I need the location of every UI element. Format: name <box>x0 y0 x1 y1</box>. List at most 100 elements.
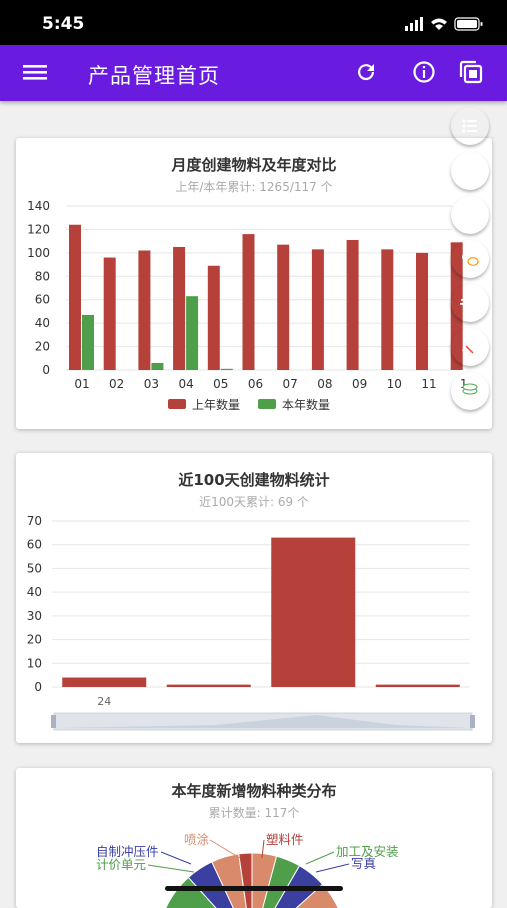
category-distribution-card: 本年度新增物料种类分布 累计数量: 117个 自制冲压件 计价单元 喷涂 塑料件 加工及… <box>16 768 492 908</box>
status-bar: 5:45 <box>0 0 507 45</box>
y-tick-label: 50 <box>27 561 42 575</box>
timer-icon <box>460 295 479 312</box>
bar-last-year-08 <box>311 249 324 370</box>
chat-bubbles-icon <box>462 252 479 266</box>
bar-recent-1 <box>166 684 251 687</box>
bar-last-year-07 <box>277 244 290 370</box>
x-tick-label: 10 <box>387 377 402 391</box>
bar-last-year-04 <box>173 247 186 370</box>
y-tick-label: 20 <box>35 340 50 354</box>
app-bar: 产品管理首页 <box>0 45 507 101</box>
y-tick-label: 80 <box>35 269 50 283</box>
pie-label: 写真 <box>351 856 376 871</box>
y-tick-label: 100 <box>27 246 50 260</box>
bar-last-year-01 <box>69 224 81 370</box>
collection-icon[interactable] <box>456 57 486 87</box>
fab-tree[interactable] <box>451 196 489 234</box>
card-title: 近100天创建物料统计 <box>178 471 330 489</box>
y-tick-label: 0 <box>34 680 42 694</box>
y-tick-label: 30 <box>27 609 42 623</box>
list-icon <box>462 119 477 133</box>
pie-label-line <box>147 864 195 873</box>
datazoom-handle-left <box>51 715 56 728</box>
hierarchy-icon <box>461 163 479 178</box>
legend-swatch <box>258 399 276 409</box>
refresh-icon[interactable] <box>351 57 381 87</box>
fab-list[interactable] <box>451 107 489 145</box>
x-tick-label: 09 <box>352 377 367 391</box>
bar-recent-2 <box>271 537 356 687</box>
y-tick-label: 0 <box>42 363 50 377</box>
x-tick-label: 07 <box>283 377 298 391</box>
signal-wifi-battery-icon <box>405 17 483 31</box>
pie-label-line <box>261 839 265 859</box>
x-tick-label: 04 <box>178 377 193 391</box>
card-subtitle: 近100天累计: 69 个 <box>199 495 309 509</box>
card-title: 月度创建物料及年度对比 <box>171 156 337 174</box>
bar-last-year-11 <box>416 252 428 370</box>
pie-label: 加工及安装 <box>336 844 399 859</box>
y-tick-label: 120 <box>27 222 50 236</box>
bar-last-year-02 <box>103 257 116 370</box>
home-indicator[interactable] <box>165 886 343 891</box>
card-subtitle: 累计数量: 117个 <box>208 806 300 820</box>
status-icons <box>405 16 485 32</box>
recent-bar-chart: 0 10 20 30 40 50 60 70 24 <box>27 514 475 731</box>
info-icon[interactable] <box>409 57 439 87</box>
bar-recent-0 <box>62 677 147 687</box>
x-tick-label: 05 <box>213 377 228 391</box>
fab-eraser[interactable] <box>451 328 489 366</box>
fab-chat[interactable] <box>451 240 489 278</box>
y-tick-label: 60 <box>27 538 42 552</box>
bar-last-year-06 <box>242 234 255 370</box>
y-tick-label: 40 <box>35 316 50 330</box>
pie-label: 自制冲压件 <box>96 844 159 859</box>
pie-label: 计价单元 <box>96 857 146 872</box>
datazoom-handle-right <box>470 715 475 728</box>
y-tick-label: 70 <box>27 514 42 528</box>
coins-icon <box>462 383 478 398</box>
fab-coins[interactable] <box>451 372 489 410</box>
x-tick-label: 1 <box>460 377 468 391</box>
bar-this-year-04 <box>186 296 199 370</box>
pie-label: 喷涂 <box>184 832 210 847</box>
y-tick-label: 10 <box>27 656 42 670</box>
bar-last-year-05 <box>207 265 220 370</box>
bar-this-year-05 <box>220 368 233 370</box>
bar-last-year-03 <box>138 250 151 370</box>
legend-label: 本年数量 <box>282 397 330 412</box>
bar-this-year-03 <box>151 362 164 370</box>
page-title: 产品管理首页 <box>88 64 220 88</box>
x-tick-label: 06 <box>248 377 263 391</box>
y-tick-label: 20 <box>27 633 42 647</box>
x-tick-label: 01 <box>74 377 89 391</box>
legend-swatch <box>168 399 186 409</box>
card-subtitle: 上年/本年累计: 1265/117 个 <box>175 180 333 194</box>
monthly-comparison-card: 月度创建物料及年度对比 上年/本年累计: 1265/117 个 0 20 40 60 8… <box>16 138 492 429</box>
y-tick-label: 140 <box>27 199 50 213</box>
x-tick-label: 02 <box>109 377 124 391</box>
x-tick-label: 03 <box>144 377 159 391</box>
fab-hierarchy[interactable] <box>451 152 489 190</box>
bar-last-year-09 <box>346 239 359 370</box>
bar-recent-3 <box>375 684 460 687</box>
tree-icon <box>463 208 477 222</box>
pie-label: 塑料件 <box>266 832 304 847</box>
legend-label: 上年数量 <box>192 397 240 412</box>
datazoom-shadow <box>56 715 470 728</box>
y-tick-label: 60 <box>35 293 50 307</box>
x-tick-label: 24 <box>97 695 111 708</box>
recent-100-days-card: 近100天创建物料统计 近100天累计: 69 个 0 10 20 30 40 50 60 7… <box>16 453 492 743</box>
pie-label-line <box>209 839 241 859</box>
pie-label-line <box>315 863 350 873</box>
fab-timer[interactable] <box>451 284 489 322</box>
pie-label-line <box>160 851 192 865</box>
x-tick-label: 08 <box>317 377 332 391</box>
bar-this-year-01 <box>82 314 94 370</box>
bar-last-year-12 <box>450 242 463 370</box>
menu-icon[interactable] <box>20 57 50 87</box>
x-tick-label: 11 <box>421 377 436 391</box>
pie-label-line <box>305 851 335 865</box>
